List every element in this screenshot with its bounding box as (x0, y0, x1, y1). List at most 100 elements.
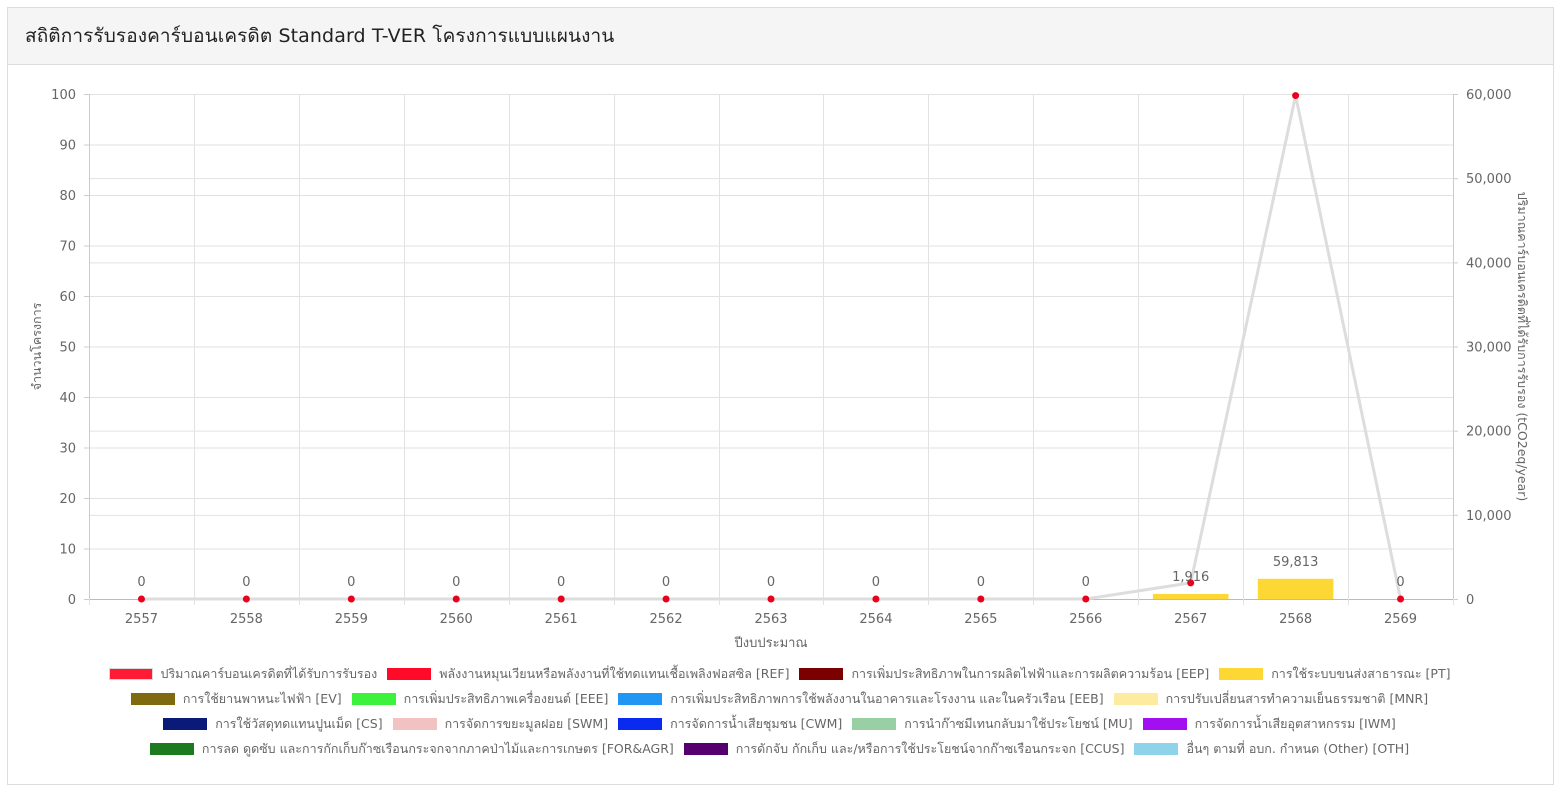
x-tick-label: 2567 (1174, 612, 1207, 627)
data-label: 0 (137, 575, 145, 590)
legend-label: พลังงานหมุนเวียนหรือพลังงานที่ใช้ทดแทนเช… (439, 666, 790, 681)
legend-label: การเพิ่มประสิทธิภาพในการผลิตไฟฟ้าและการผ… (851, 666, 1210, 681)
legend-item[interactable]: การนำก๊าซมีเทนกลับมาใช้ประโยชน์ [MU] (852, 714, 1133, 734)
legend-label: การใช้วัสดุทดแทนปูนเม็ด [CS] (215, 716, 383, 731)
legend-swatch (1142, 718, 1187, 730)
legend-label: การจัดการขยะมูลฝอย [SWM] (444, 716, 609, 731)
legend-label: การดักจับ กักเก็บ และ/หรือการใช้ประโยชน์… (735, 741, 1125, 756)
bar (1257, 578, 1334, 599)
y-left-tick-label: 70 (59, 240, 76, 255)
legend-swatch (387, 668, 432, 680)
data-point (767, 595, 775, 603)
x-axis-title: ปีงบประมาณ (733, 635, 807, 650)
y-right-tick-label: 20,000 (1466, 425, 1512, 440)
x-tick-label: 2558 (230, 612, 263, 627)
data-label: 0 (452, 575, 460, 590)
data-point (242, 595, 250, 603)
y-right-tick-label: 60,000 (1466, 88, 1512, 103)
y-right-tick-label: 0 (1466, 593, 1474, 608)
legend-item[interactable]: ปริมาณคาร์บอนเครดิตที่ได้รับการรับรอง (108, 664, 378, 684)
legend-label: การลด ดูดซับ และการกักเก็บก๊าซเรือนกระจก… (201, 741, 674, 756)
data-point (347, 595, 355, 603)
y-left-tick-label: 80 (59, 189, 76, 204)
legend-label: การจัดการน้ำเสียอุตสาหกรรม [IWM] (1194, 716, 1396, 731)
legend-swatch (799, 668, 844, 680)
legend-swatch (130, 693, 175, 705)
legend-label: ปริมาณคาร์บอนเครดิตที่ได้รับการรับรอง (160, 666, 378, 681)
legend-row: การใช้ยานพาหนะไฟฟ้า [EV] การเพิ่มประสิทธิ… (0, 689, 1559, 709)
y-left-tick-label: 20 (59, 492, 76, 507)
legend-row: การใช้วัสดุทดแทนปูนเม็ด [CS] การจัดการขยะ… (0, 714, 1559, 734)
data-label: 0 (1396, 575, 1404, 590)
x-tick-label: 2562 (650, 612, 683, 627)
legend-item[interactable]: การจัดการน้ำเสียอุตสาหกรรม [IWM] (1142, 714, 1396, 734)
y-left-tick-label: 90 (59, 139, 76, 154)
legend-swatch (618, 693, 663, 705)
data-point (662, 595, 670, 603)
y-right-tick-label: 50,000 (1466, 172, 1512, 187)
legend-swatch (1134, 743, 1179, 755)
legend-swatch (683, 743, 728, 755)
legend-item[interactable]: การจัดการน้ำเสียชุมชน [CWM] (618, 714, 842, 734)
legend-swatch (852, 718, 897, 730)
x-tick-label: 2563 (754, 612, 787, 627)
legend-item[interactable]: การจัดการขยะมูลฝอย [SWM] (392, 714, 609, 734)
y-right-axis-title: ปริมาณคาร์บอนเครดิตที่ได้รับการรับรอง (t… (1515, 192, 1531, 502)
data-point (1292, 92, 1300, 100)
legend-item[interactable]: การใช้ยานพาหนะไฟฟ้า [EV] (130, 689, 342, 709)
y-right-tick-label: 40,000 (1466, 256, 1512, 271)
data-label: 0 (662, 575, 670, 590)
bar (1152, 593, 1229, 599)
legend-swatch (392, 718, 437, 730)
legend-label: การเพิ่มประสิทธิภาพเครื่องยนต์ [EEE] (403, 691, 609, 706)
card-header: สถิติการรับรองคาร์บอนเครดิต Standard T-V… (8, 8, 1553, 65)
data-point (1187, 579, 1195, 587)
legend-swatch (149, 743, 194, 755)
data-label: 0 (767, 575, 775, 590)
data-label: 0 (977, 575, 985, 590)
chart-card: สถิติการรับรองคาร์บอนเครดิต Standard T-V… (7, 7, 1554, 785)
x-tick-label: 2557 (125, 612, 158, 627)
x-tick-label: 2566 (1069, 612, 1102, 627)
legend-row: การลด ดูดซับ และการกักเก็บก๊าซเรือนกระจก… (0, 739, 1559, 759)
legend-swatch (351, 693, 396, 705)
legend-label: อื่นๆ ตามที่ อบก. กำหนด (Other) [OTH] (1186, 741, 1410, 756)
x-tick-label: 2559 (335, 612, 368, 627)
data-point (557, 595, 565, 603)
legend-item[interactable]: การเพิ่มประสิทธิภาพในการผลิตไฟฟ้าและการผ… (799, 664, 1209, 684)
legend-label: การใช้ยานพาหนะไฟฟ้า [EV] (182, 691, 342, 706)
data-label: 0 (557, 575, 565, 590)
legend-item[interactable]: การปรับเปลี่ยนสารทำความเย็นธรรมชาติ [MNR… (1113, 689, 1429, 709)
legend-item[interactable]: การดักจับ กักเก็บ และ/หรือการใช้ประโยชน์… (683, 739, 1125, 759)
y-left-tick-label: 60 (59, 290, 76, 305)
legend-item[interactable]: การใช้ระบบขนส่งสาธารณะ [PT] (1219, 664, 1450, 684)
data-point (1082, 595, 1090, 603)
legend-item[interactable]: การเพิ่มประสิทธิภาพการใช้พลังงานในอาคารแ… (618, 689, 1104, 709)
legend-label: การใช้ระบบขนส่งสาธารณะ [PT] (1271, 666, 1451, 681)
legend-swatch (1219, 668, 1264, 680)
legend-swatch (1113, 693, 1158, 705)
legend-item[interactable]: การเพิ่มประสิทธิภาพเครื่องยนต์ [EEE] (351, 689, 609, 709)
legend-item[interactable]: การลด ดูดซับ และการกักเก็บก๊าซเรือนกระจก… (149, 739, 674, 759)
data-label: 0 (872, 575, 880, 590)
legend-item[interactable]: อื่นๆ ตามที่ อบก. กำหนด (Other) [OTH] (1134, 739, 1409, 759)
data-point (1397, 595, 1405, 603)
data-point (977, 595, 985, 603)
x-tick-label: 2564 (859, 612, 892, 627)
x-tick-label: 2568 (1279, 612, 1312, 627)
y-left-tick-label: 30 (59, 442, 76, 457)
legend-item[interactable]: พลังงานหมุนเวียนหรือพลังงานที่ใช้ทดแทนเช… (387, 664, 789, 684)
legend-swatch (163, 718, 208, 730)
x-tick-label: 2560 (440, 612, 473, 627)
legend-label: การจัดการน้ำเสียชุมชน [CWM] (670, 716, 843, 731)
legend-label: การปรับเปลี่ยนสารทำความเย็นธรรมชาติ [MNR… (1165, 691, 1429, 706)
x-tick-label: 2569 (1384, 612, 1417, 627)
y-left-axis-title: จำนวนโครงการ (29, 302, 44, 390)
y-right-tick-label: 30,000 (1466, 341, 1512, 356)
legend-item[interactable]: การใช้วัสดุทดแทนปูนเม็ด [CS] (163, 714, 383, 734)
data-label: 0 (347, 575, 355, 590)
legend-row: ปริมาณคาร์บอนเครดิตที่ได้รับการรับรอง พลั… (0, 664, 1559, 684)
x-tick-label: 2561 (545, 612, 578, 627)
data-label: 1,916 (1172, 570, 1209, 585)
legend-swatch (618, 718, 663, 730)
